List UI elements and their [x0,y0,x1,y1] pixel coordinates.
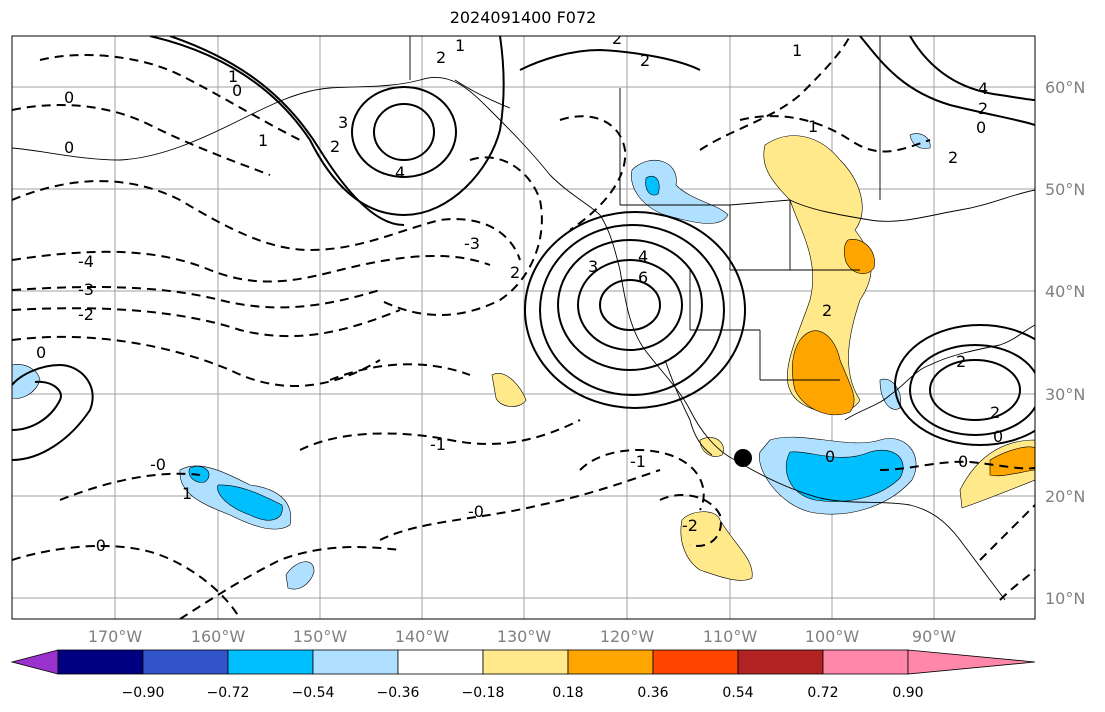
colorbar-tick-label: 0.90 [892,685,923,701]
colorbar-tick-label: 0.36 [637,685,668,701]
colorbar-tick-labels: −0.90 −0.72 −0.54 −0.36 −0.18 0.18 0.36 … [122,685,924,701]
contour-label: -3 [78,280,94,299]
contour-label: 2 [978,99,988,118]
colorbar-bin [822,649,909,675]
colorbar-bin [312,649,399,675]
lat-label: 60°N [1045,78,1085,97]
contour-label: 3 [588,257,598,276]
lon-label: 160°W [191,627,246,646]
colorbar-bin [482,649,569,675]
colorbar-extend-right [907,649,1036,675]
contour-label: 1 [228,67,238,86]
contour-label: 2 [510,263,520,282]
colorbar-bin [652,649,739,675]
contour-label: 0 [64,88,74,107]
lon-label: 140°W [395,627,450,646]
contour-label: 0 [993,427,1003,446]
contour-label: 1 [455,36,465,55]
contour-label: 4 [395,163,405,182]
lon-label: 100°W [805,627,860,646]
colorbar-bin [567,649,654,675]
contour-label: 0 [825,447,835,466]
map-title: 2024091400 F072 [449,8,597,27]
location-marker-icon [734,449,752,467]
contour-label: 1 [792,41,802,60]
colorbar-bin [142,649,229,675]
map-frame [11,35,1036,620]
contour-label: 0 [958,452,968,471]
colorbar-bin [227,649,314,675]
contour-label: 6 [638,268,648,287]
contour-label: 2 [990,403,1000,422]
contour-label: -2 [682,516,698,535]
contour-label: 2 [822,301,832,320]
colorbar-tick-label: −0.18 [462,685,505,701]
lat-label: 10°N [1045,589,1085,608]
colorbar-tick-label: −0.36 [377,685,420,701]
colorbar-bin [737,649,824,675]
lon-label: 120°W [600,627,655,646]
contour-label: 2 [436,48,446,67]
contour-label: 0 [232,81,242,100]
colorbar-tick-label: 0.18 [552,685,583,701]
colorbar-tick-label: −0.90 [122,685,165,701]
dashed-contours [12,36,1035,619]
contour-label: -0 [90,536,106,555]
contour-label: -1 [430,435,446,454]
contour-label: 0 [64,138,74,157]
lon-label: 170°W [88,627,143,646]
contour-label: 4 [978,79,988,98]
colorbar-tick-label: 0.54 [722,685,753,701]
contour-label: 1 [808,117,818,136]
contour-label: 1 [182,484,192,503]
lat-label: 40°N [1045,282,1085,301]
lon-label: 110°W [703,627,758,646]
lon-label: 90°W [912,627,956,646]
contour-label: -4 [78,252,94,271]
lon-label: 150°W [293,627,348,646]
lon-label: 130°W [497,627,552,646]
contour-labels: 4 3 2 -1 -1 -2 -0 -0 -0 -3 -4 -3 -2 6 4 … [36,29,1003,555]
shaded-anomalies [12,133,1035,590]
contour-label: 2 [956,352,966,371]
contour-label: -3 [464,234,480,253]
colorbar-extend-left [10,649,59,675]
contour-label: 3 [338,113,348,132]
contour-label: 2 [640,51,650,70]
colorbar-tick-label: 0.72 [807,685,838,701]
contour-label: 2 [612,29,622,48]
contour-label: 2 [948,148,958,167]
lat-label: 50°N [1045,180,1085,199]
solid-contours [12,36,1035,461]
contour-label: -1 [630,452,646,471]
colorbar [10,649,1036,675]
lat-label: 20°N [1045,487,1085,506]
contour-label: 2 [330,137,340,156]
contour-label: 4 [638,247,648,266]
contour-label: -2 [78,305,94,324]
colorbar-bin [57,649,144,675]
lat-label: 30°N [1045,385,1085,404]
longitude-labels: 170°W 160°W 150°W 140°W 130°W 120°W 110°… [88,627,956,646]
contour-label: 0 [36,343,46,362]
contour-label: 1 [258,131,268,150]
colorbar-tick-label: −0.54 [292,685,335,701]
colorbar-bin [397,649,484,675]
contour-label: -0 [468,502,484,521]
latitude-labels: 60°N 50°N 40°N 30°N 20°N 10°N [1045,78,1085,608]
colorbar-tick-label: −0.72 [207,685,250,701]
contour-label: -0 [150,455,166,474]
contour-label: 0 [976,118,986,137]
